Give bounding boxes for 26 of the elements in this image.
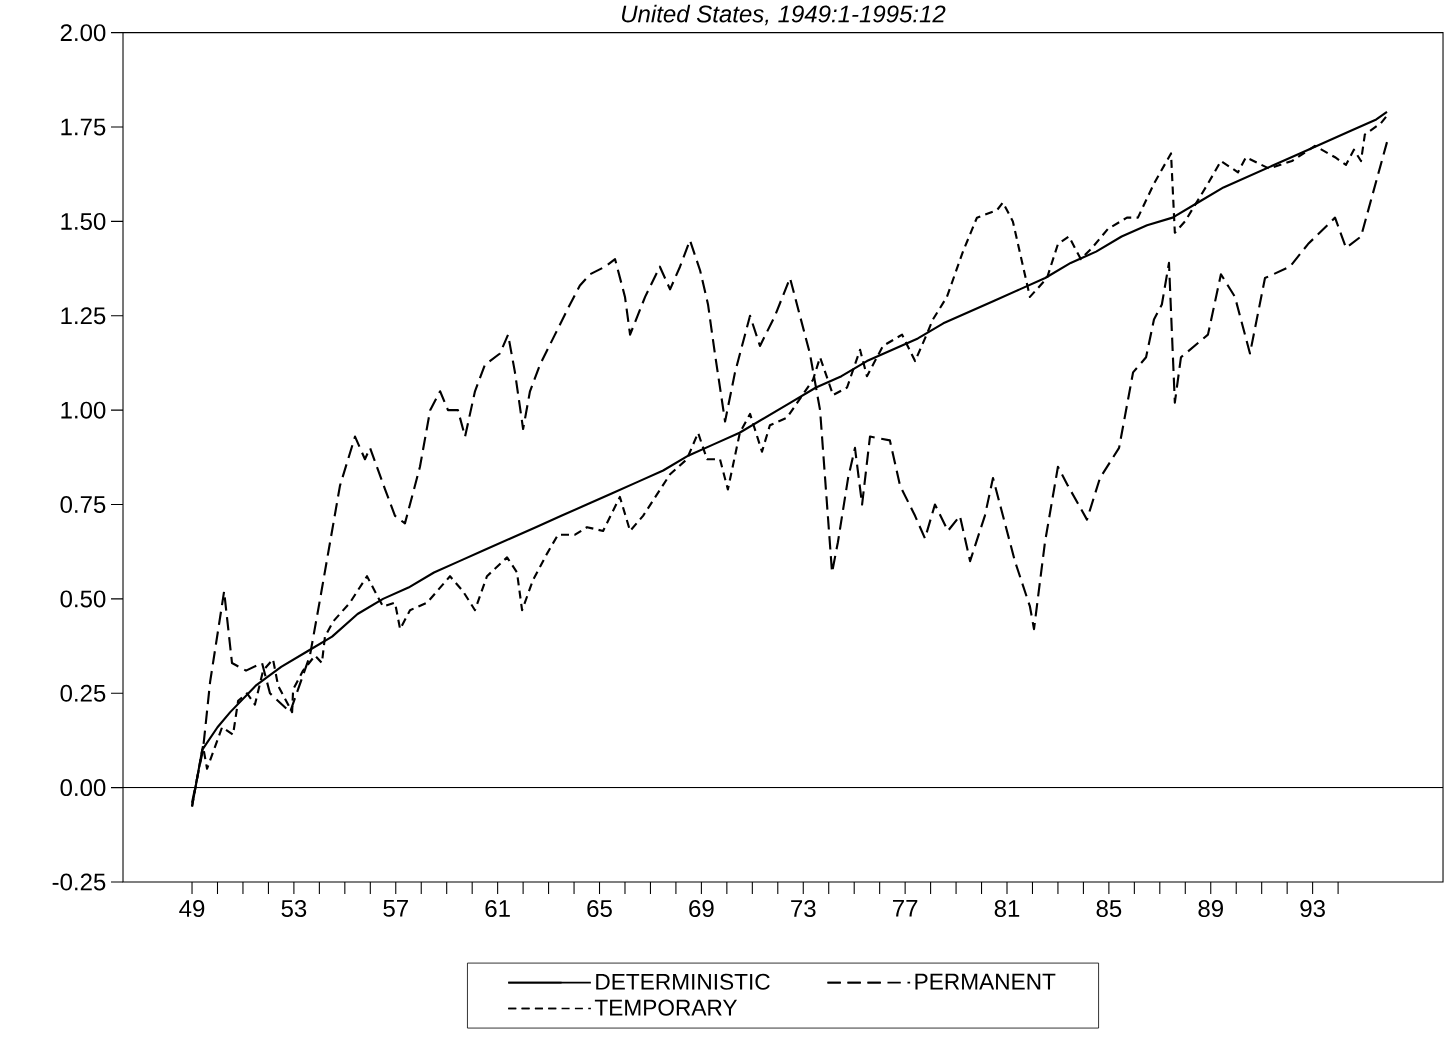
x-tick-label: 85 [1096, 900, 1122, 918]
x-tick-label: 61 [485, 900, 510, 918]
x-tick-label: 93 [1300, 900, 1325, 918]
legend-label: PERMANENT [915, 973, 1056, 990]
x-tick-label: 89 [1198, 900, 1223, 918]
y-tick-label: -0.25 [52, 873, 106, 891]
y-tick-label: 1.75 [61, 118, 106, 136]
legend-label: DETERMINISTIC [596, 973, 770, 990]
y-tick-label: 0.00 [60, 779, 106, 797]
y-tick-label: 0.25 [60, 684, 106, 702]
x-tick-label: 65 [587, 900, 612, 918]
legend-label: TEMPORARY [594, 999, 738, 1016]
y-tick-label: 1.25 [61, 307, 106, 325]
x-tick-label: 69 [689, 900, 714, 918]
x-tick-label: 81 [994, 900, 1020, 918]
y-tick-label: 1.00 [61, 401, 106, 419]
x-tick-label: 57 [383, 900, 408, 917]
y-tick-label: 1.50 [61, 212, 106, 230]
x-tick-label: 77 [893, 900, 918, 917]
x-tick-label: 53 [281, 900, 307, 918]
y-tick-label: 0.75 [60, 496, 106, 514]
chart-title: United States, 1949:1-1995:12 [622, 4, 946, 26]
y-tick-label: 0.50 [60, 590, 106, 608]
x-tick-label: 49 [179, 900, 205, 918]
y-tick-label: 2.00 [60, 24, 106, 42]
x-tick-label: 73 [791, 900, 816, 918]
